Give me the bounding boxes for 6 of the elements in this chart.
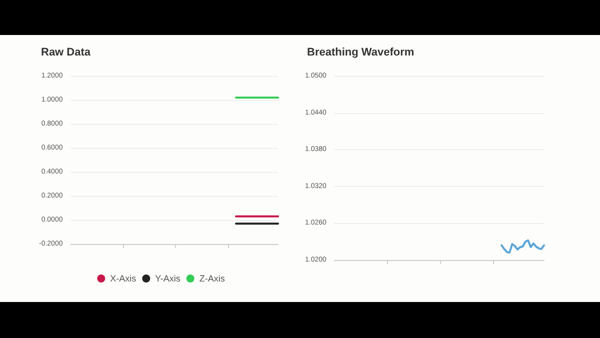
chart-title: Raw Data (41, 46, 92, 58)
legend-label: X-Axis (110, 274, 137, 284)
legend-label: Y-Axis (155, 274, 181, 284)
chart-title: Breathing Waveform (307, 46, 414, 58)
line-series (500, 239, 545, 254)
legend-label: Z-Axis (199, 274, 226, 284)
